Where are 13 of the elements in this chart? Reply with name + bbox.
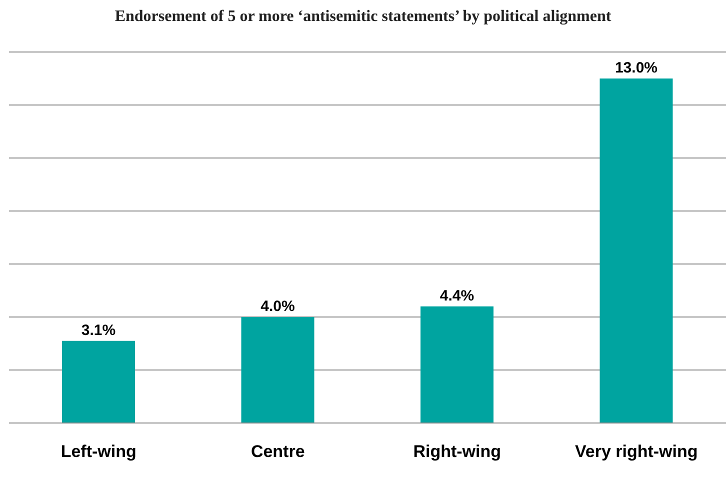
x-tick-label: Very right-wing (574, 442, 698, 462)
chart-title: Endorsement of 5 or more ‘antisemitic statements’ by political alignment (114, 8, 612, 26)
data-label: 4.0% (260, 298, 295, 315)
x-tick-label: Left-wing (60, 442, 136, 462)
x-tick-label: Centre (250, 442, 305, 462)
bar (420, 306, 494, 423)
data-label: 13.0% (614, 60, 658, 76)
data-label: 4.4% (440, 287, 474, 304)
bar (600, 78, 673, 423)
bar (241, 317, 314, 423)
x-tick-label: Right-wing (413, 442, 502, 462)
bar (62, 340, 135, 423)
data-label: 3.1% (81, 322, 116, 339)
